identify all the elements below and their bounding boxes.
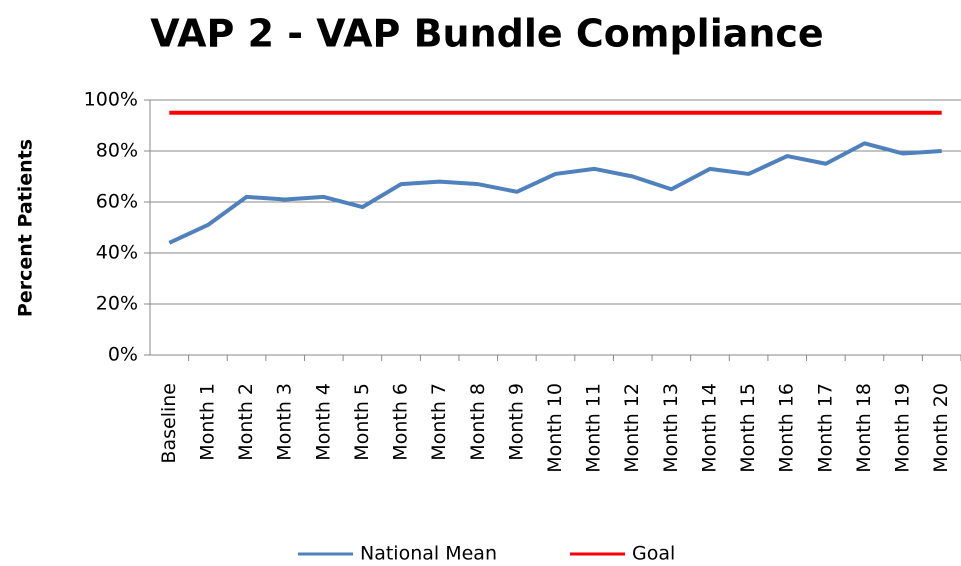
x-tick-label: Month 17 [814,383,836,473]
x-tick-label: Month 14 [698,383,720,473]
x-tick-label: Month 8 [467,383,489,461]
y-axis-label: Percent Patients [15,139,37,317]
y-tick-label: 0% [108,344,138,366]
x-tick-label: Month 2 [235,383,257,461]
x-tick-label: Month 16 [776,383,798,473]
series-line [168,141,942,245]
chart-title: VAP 2 - VAP Bundle Compliance [150,12,823,56]
legend-label: Goal [632,543,675,565]
x-tick-label: Month 4 [312,383,334,461]
x-tick-label: Month 20 [930,383,952,473]
x-tick-label: Month 1 [196,383,218,461]
x-tick-label: Month 10 [544,383,566,473]
x-tick-label: Baseline [158,383,180,464]
x-tick-label: Month 9 [505,383,527,461]
x-tick-label: Month 5 [351,383,373,461]
y-tick-label: 20% [96,293,138,315]
x-tick-label: Month 19 [892,383,914,473]
y-tick-label: 40% [96,242,138,264]
y-tick-label: 100% [84,89,138,111]
x-tick-label: Month 3 [274,383,296,461]
x-tick-label: Month 13 [660,383,682,473]
x-tick-label: Month 18 [853,383,875,473]
y-tick-label: 60% [96,191,138,213]
x-tick-label: Month 6 [390,383,412,461]
x-tick-label: Month 11 [583,383,605,473]
x-tick-label: Month 15 [737,383,759,473]
legend-label: National Mean [360,543,497,565]
x-tick-label: Month 7 [428,383,450,461]
x-tick-label: Month 12 [621,383,643,473]
y-tick-label: 80% [96,140,138,162]
